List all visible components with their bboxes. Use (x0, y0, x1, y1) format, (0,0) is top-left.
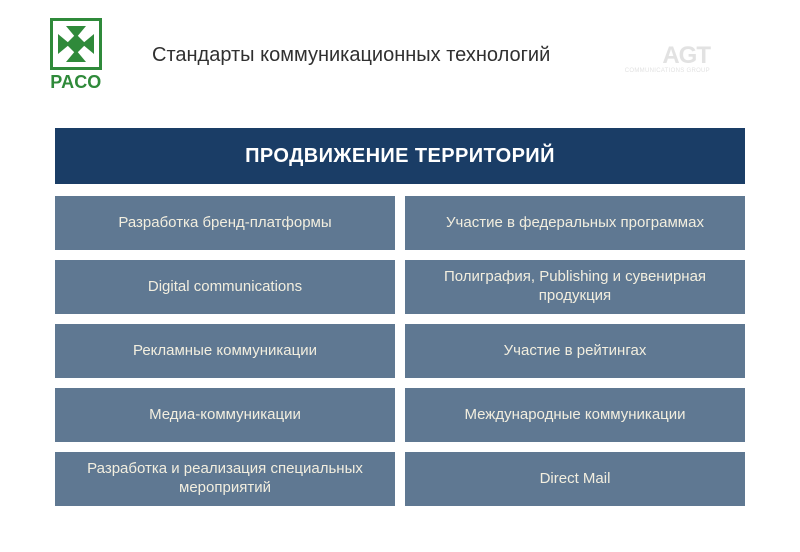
tile-grid: Разработка бренд-платформы Участие в фед… (55, 196, 745, 506)
slide: { "header": { "logo_text": "РАСО", "logo… (0, 0, 800, 552)
paco-logo-icon (50, 18, 102, 70)
tile-right-0: Участие в федеральных программах (405, 196, 745, 250)
agt-watermark: AGT (662, 42, 710, 70)
banner: ПРОДВИЖЕНИЕ ТЕРРИТОРИЙ (55, 128, 745, 184)
tile-left-3: Медиа-коммуникации (55, 388, 395, 442)
logo-block: РАСО (40, 18, 112, 93)
banner-text: ПРОДВИЖЕНИЕ ТЕРРИТОРИЙ (245, 145, 555, 168)
logo-text: РАСО (50, 72, 102, 93)
tile-left-2: Рекламные коммуникации (55, 324, 395, 378)
agt-watermark-sub: COMMUNICATIONS GROUP (625, 68, 710, 74)
tile-right-4: Direct Mail (405, 452, 745, 506)
slide-title: Стандарты коммуникационных технологий (152, 44, 550, 67)
tile-left-1: Digital communications (55, 260, 395, 314)
tile-left-0: Разработка бренд-платформы (55, 196, 395, 250)
tile-right-2: Участие в рейтингах (405, 324, 745, 378)
tile-left-4: Разработка и реализация специальных меро… (55, 452, 395, 506)
tile-right-1: Полиграфия, Publishing и сувенирная прод… (405, 260, 745, 314)
header: РАСО Стандарты коммуникационных технолог… (40, 20, 760, 90)
content: ПРОДВИЖЕНИЕ ТЕРРИТОРИЙ Разработка бренд-… (55, 128, 745, 506)
tile-right-3: Международные коммуникации (405, 388, 745, 442)
